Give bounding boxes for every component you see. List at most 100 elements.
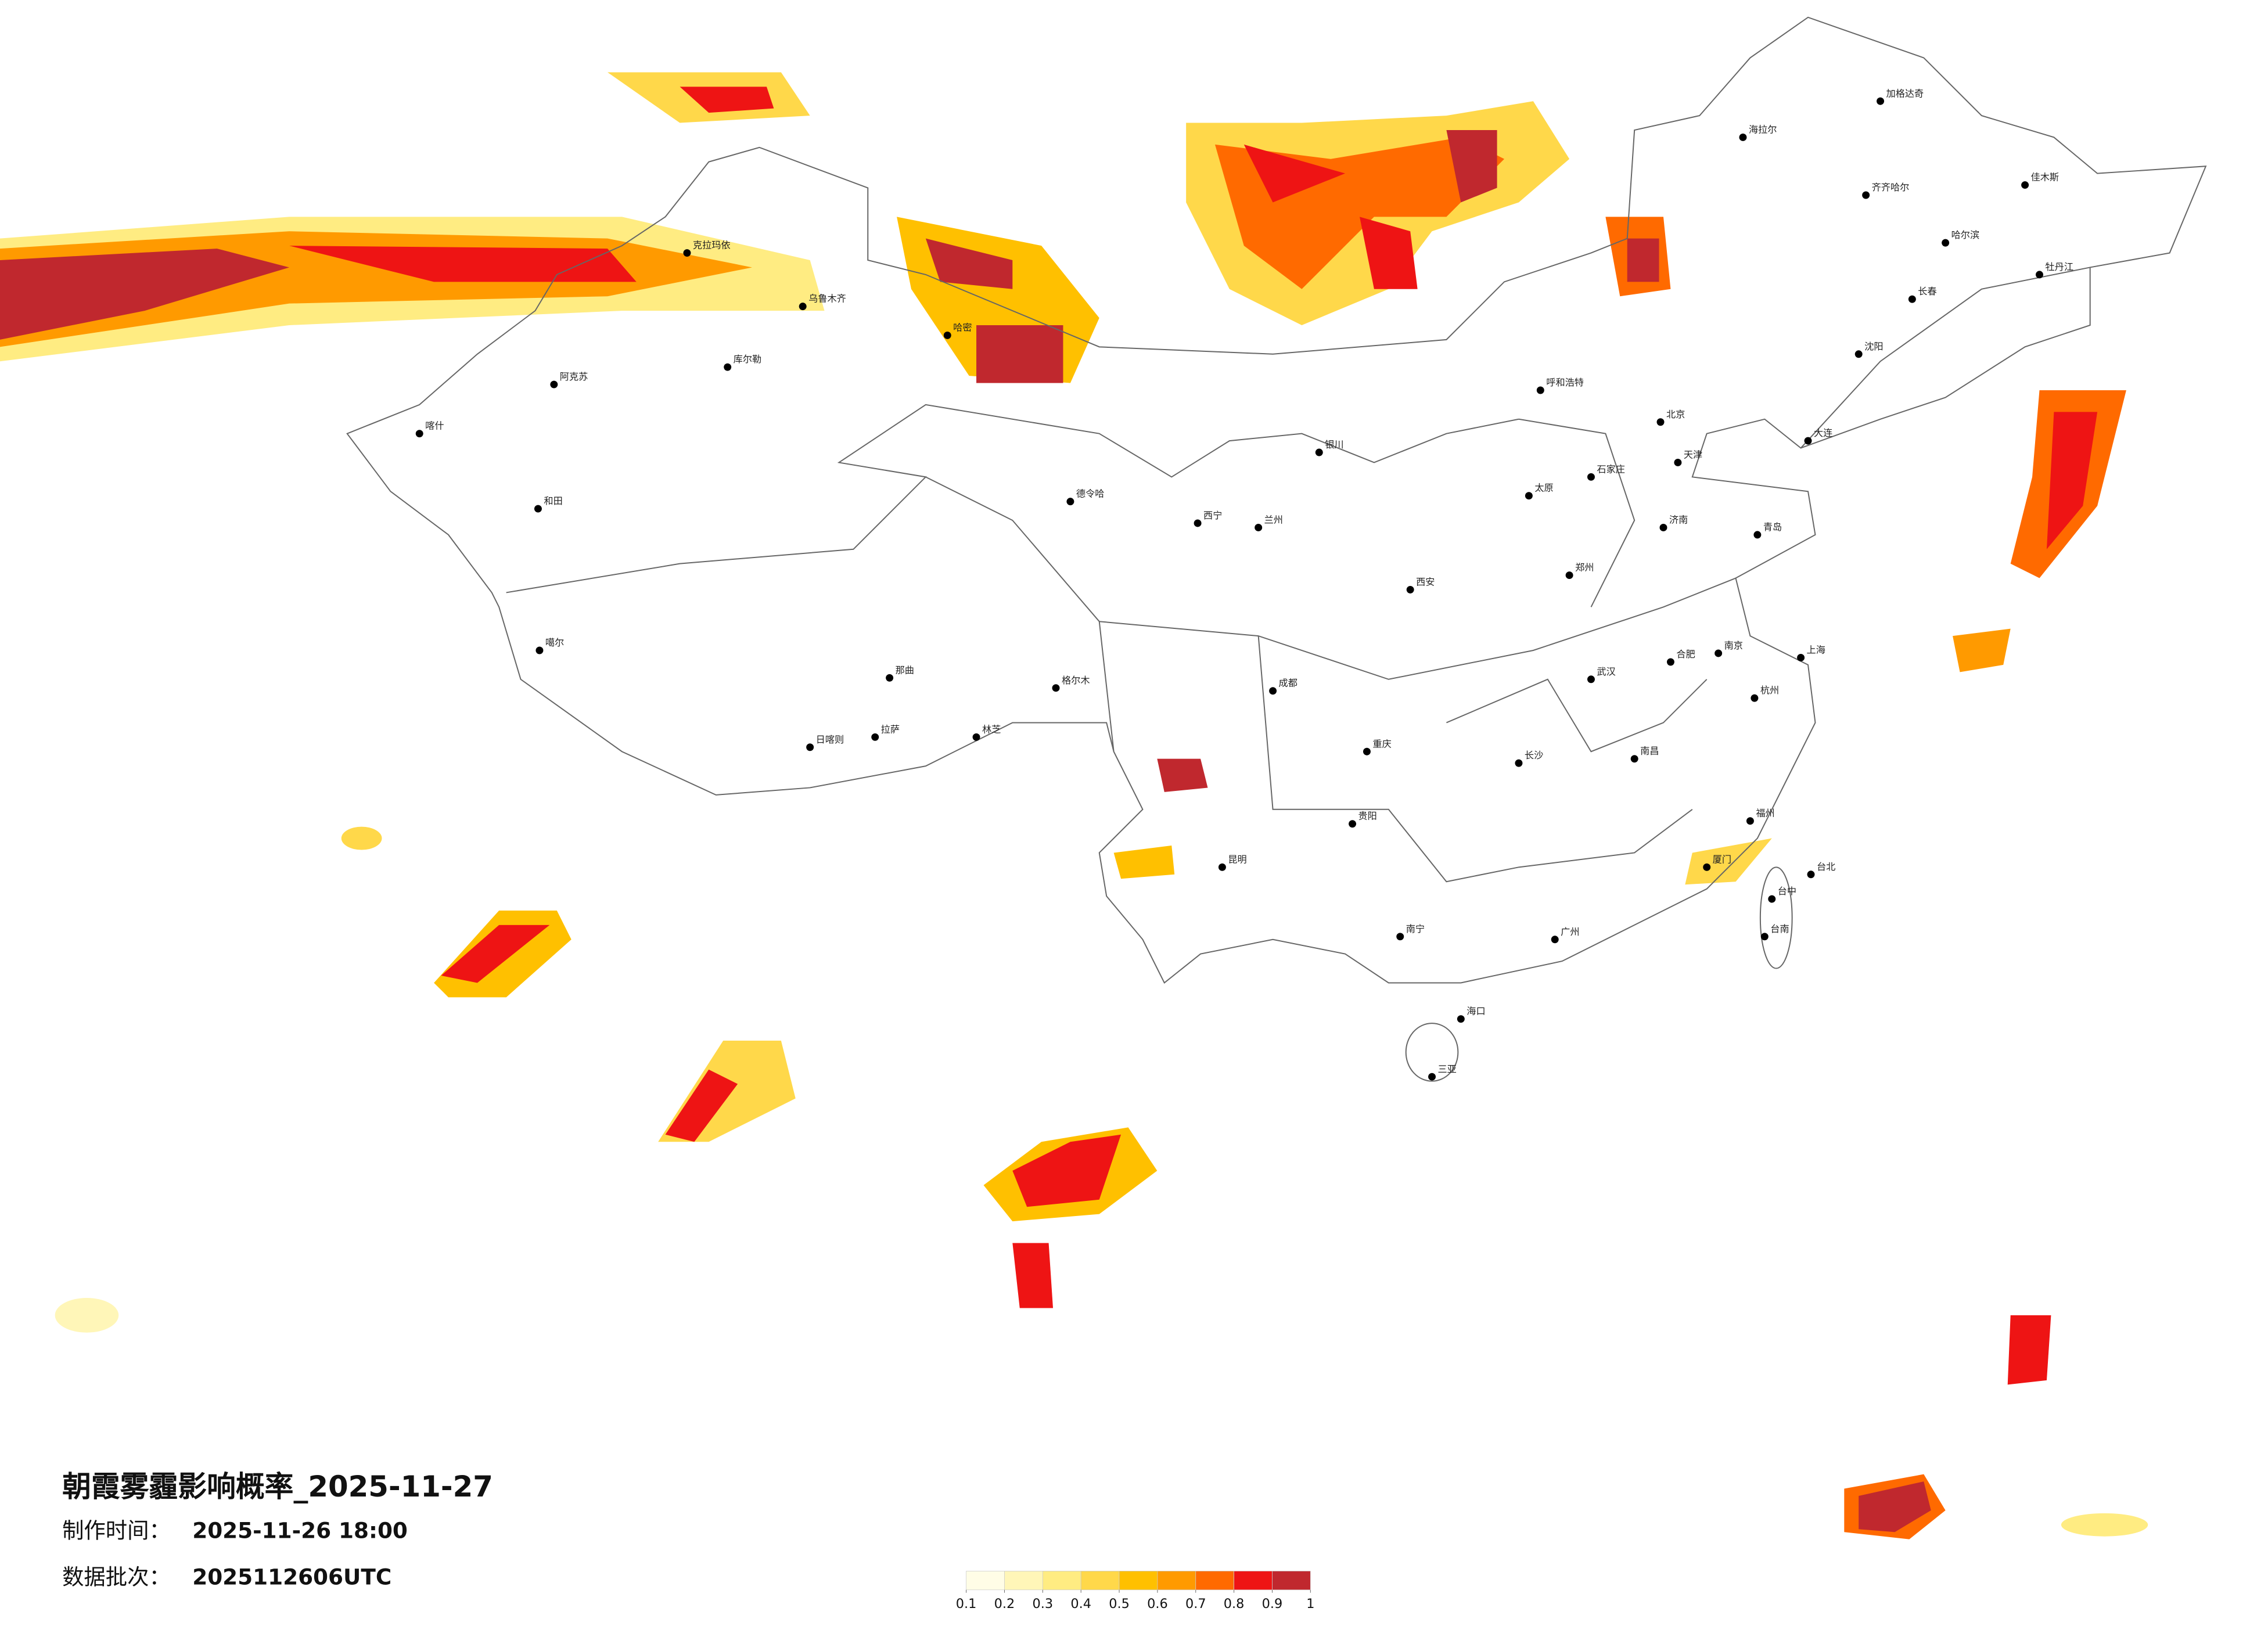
city-dot <box>1656 418 1665 426</box>
city-dot <box>1565 571 1573 580</box>
city-dot <box>1536 386 1544 394</box>
city-label: 武汉 <box>1597 666 1615 677</box>
boundaries <box>346 16 2207 1082</box>
city-dot <box>1797 653 1805 661</box>
city-label: 广州 <box>1561 926 1579 937</box>
city-dot <box>2036 271 2043 279</box>
city-label: 合肥 <box>1676 649 1695 660</box>
city-label: 齐齐哈尔 <box>1872 182 1910 193</box>
city-dot <box>534 505 542 513</box>
city-dot <box>1349 820 1357 828</box>
city-label: 杭州 <box>1760 685 1779 696</box>
colorbar-tick-label: 0.3 <box>1033 1596 1054 1611</box>
colorbar-swatch <box>1004 1571 1043 1591</box>
city-label: 银川 <box>1325 439 1343 450</box>
colorbar-tick-label: 0.5 <box>1109 1596 1130 1611</box>
city-dot <box>1066 498 1074 506</box>
city-label: 兰州 <box>1264 515 1283 526</box>
city-dot <box>972 733 980 741</box>
colorbar-tick-label: 0.2 <box>994 1596 1015 1611</box>
city-label: 石家庄 <box>1597 463 1625 474</box>
colorbar-swatch <box>1272 1571 1311 1591</box>
city-label: 库尔勒 <box>734 354 762 365</box>
city-dot <box>1807 870 1815 879</box>
city-dot <box>1674 458 1682 466</box>
city-label: 郑州 <box>1575 562 1594 573</box>
city-dot <box>1255 523 1263 531</box>
city-dot <box>1804 437 1812 445</box>
city-label: 台南 <box>1770 923 1789 934</box>
map-title: 朝霞雾霾影响概率_2025-11-27 <box>62 1470 493 1503</box>
city-label: 南昌 <box>1640 746 1659 757</box>
colorbar-swatch <box>1080 1571 1120 1591</box>
city-label: 青岛 <box>1763 521 1782 533</box>
city-label: 福州 <box>1756 808 1774 819</box>
city-label: 和田 <box>544 495 562 506</box>
city-label: 哈尔滨 <box>1951 229 1980 240</box>
city-dot <box>1760 933 1769 941</box>
city-dot <box>683 249 691 257</box>
city-label: 西宁 <box>1203 510 1222 521</box>
production-time: 2025-11-26 18:00 <box>192 1518 408 1544</box>
city-dot <box>1587 473 1595 481</box>
city-dot <box>1659 523 1667 531</box>
city-dot <box>799 303 807 311</box>
city-label: 贵阳 <box>1358 811 1377 822</box>
city-dot <box>2021 181 2029 189</box>
city-dot <box>550 380 558 388</box>
city-label: 太原 <box>1534 483 1553 494</box>
colorbar-swatch <box>1119 1571 1158 1591</box>
batch: 2025112606UTC <box>192 1564 391 1589</box>
city-label: 哈密 <box>953 322 972 333</box>
city-label: 三亚 <box>1437 1063 1456 1074</box>
city-label: 昆明 <box>1228 854 1246 865</box>
city-dot <box>1715 649 1723 657</box>
city-label: 厦门 <box>1713 854 1731 865</box>
haze-field <box>0 72 2148 1539</box>
city-dot <box>1551 936 1559 944</box>
city-label: 日喀则 <box>816 734 844 745</box>
city-dot <box>1768 895 1776 903</box>
city-dot <box>1908 295 1916 303</box>
city-dot <box>1753 531 1762 539</box>
colorbar-swatch <box>1195 1571 1234 1591</box>
city-dot <box>1315 448 1323 456</box>
city-dot <box>1457 1015 1465 1023</box>
city-dot <box>1269 687 1277 695</box>
colorbar: 0.1 0.2 0.3 0.4 0.5 0.6 0.7 0.8 0.9 1 <box>956 1571 1314 1611</box>
colorbar-swatch <box>1234 1571 1273 1591</box>
city-dot <box>1587 675 1595 684</box>
city-label: 乌鲁木齐 <box>808 293 846 304</box>
city-dot <box>1739 133 1747 141</box>
colorbar-tick-label: 0.9 <box>1262 1596 1283 1611</box>
colorbar-tick-label: 0.7 <box>1185 1596 1206 1611</box>
city-label: 台北 <box>1817 861 1835 872</box>
city-label: 天津 <box>1684 449 1702 461</box>
city-label: 噶尔 <box>545 637 564 648</box>
city-label: 大连 <box>1814 427 1832 438</box>
city-dot <box>1630 755 1638 763</box>
city-label: 呼和浩特 <box>1546 377 1584 388</box>
city-dot <box>724 363 732 371</box>
city-label: 长春 <box>1918 286 1936 297</box>
colorbar-swatch <box>966 1571 1005 1591</box>
city-label: 长沙 <box>1525 750 1543 761</box>
city-dot <box>415 430 423 438</box>
city-label: 北京 <box>1666 409 1685 420</box>
colorbar-tick-label: 0.1 <box>956 1596 977 1611</box>
city-dot <box>1515 759 1523 767</box>
city-dot <box>535 646 544 654</box>
city-label: 沈阳 <box>1864 341 1883 352</box>
city-dot <box>1194 519 1202 527</box>
colorbar-tick-label: 0.4 <box>1070 1596 1091 1611</box>
city-label: 上海 <box>1807 645 1825 656</box>
city-label: 克拉玛依 <box>693 240 731 251</box>
city-label: 林芝 <box>982 724 1001 735</box>
city-label: 海拉尔 <box>1749 124 1777 135</box>
city-label: 重庆 <box>1372 738 1391 749</box>
production-label: 制作时间： <box>62 1518 171 1544</box>
city-label: 佳木斯 <box>2031 172 2059 183</box>
